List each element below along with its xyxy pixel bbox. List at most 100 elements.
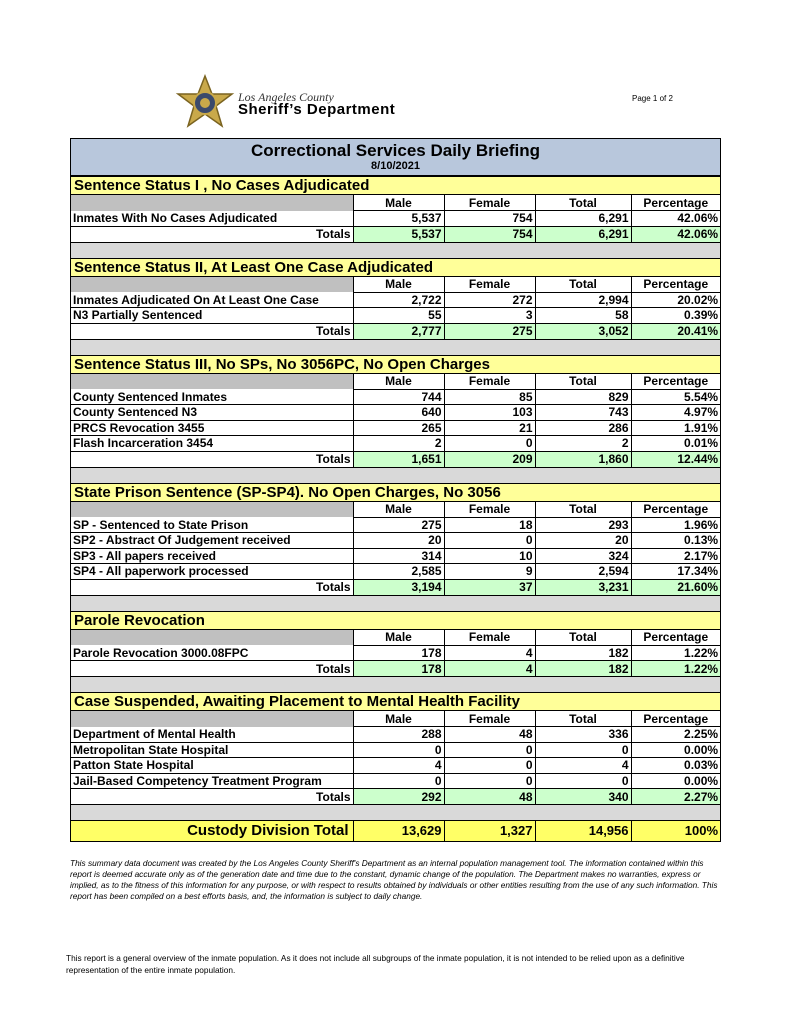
spacer-row — [71, 595, 721, 611]
value-cell: 209 — [443, 451, 535, 468]
title-band: Correctional Services Daily Briefing 8/1… — [71, 139, 720, 176]
column-header: Female — [443, 629, 535, 646]
value-cell: 85 — [443, 389, 535, 405]
value-cell: 103 — [443, 404, 535, 421]
row-label: County Sentenced Inmates — [71, 389, 353, 405]
totals-label: Totals — [71, 323, 353, 340]
row-label: Parole Revocation 3000.08FPC — [71, 645, 353, 661]
column-header-row: Male Female Total Percentage — [71, 501, 721, 518]
spacer — [71, 467, 721, 483]
section-header: Case Suspended, Awaiting Placement to Me… — [71, 692, 721, 711]
value-cell: 340 — [534, 788, 631, 805]
value-cell: 324 — [534, 548, 631, 564]
value-cell: 12.44% — [630, 451, 721, 468]
column-header-row: Male Female Total Percentage — [71, 373, 721, 390]
value-cell: 4 — [534, 757, 631, 774]
value-cell: 2,594 — [534, 563, 631, 580]
grand-total-row: Custody Division Total 13,629 1,327 14,956 1… — [71, 820, 721, 841]
briefing-table: Correctional Services Daily Briefing 8/1… — [70, 138, 721, 842]
value-cell: 2,722 — [352, 292, 444, 308]
column-header: Male — [352, 373, 444, 390]
row-label: SP - Sentenced to State Prison — [71, 517, 353, 533]
totals-row: Totals 5,537 754 6,291 42.06% — [71, 226, 721, 243]
row-label: Inmates With No Cases Adjudicated — [71, 210, 353, 227]
value-cell: 265 — [352, 420, 444, 436]
data-row: SP4 - All paperwork processed 2,585 9 2,594… — [71, 563, 721, 580]
value-cell: 2,585 — [352, 563, 444, 580]
value-cell: 0 — [443, 757, 535, 774]
row-label: Jail-Based Competency Treatment Program — [71, 773, 353, 789]
value-cell: 4 — [352, 757, 444, 774]
value-cell: 314 — [352, 548, 444, 564]
column-header: Total — [534, 629, 631, 646]
column-header: Male — [352, 276, 444, 293]
row-label: PRCS Revocation 3455 — [71, 420, 353, 436]
value-cell: 5,537 — [352, 226, 444, 243]
spacer — [71, 595, 721, 611]
value-cell: 5.54% — [630, 389, 721, 405]
value-cell: 0.13% — [630, 532, 721, 549]
value-cell: 20 — [534, 532, 631, 549]
data-row: SP - Sentenced to State Prison 275 18 293 1.… — [71, 517, 721, 533]
value-cell: 743 — [534, 404, 631, 421]
column-header: Male — [352, 194, 444, 211]
value-cell: 13,629 — [352, 820, 444, 841]
value-cell: 754 — [443, 226, 535, 243]
totals-row: Totals 2,777 275 3,052 20.41% — [71, 323, 721, 340]
value-cell: 275 — [443, 323, 535, 340]
column-header: Male — [352, 710, 444, 727]
data-row: Inmates Adjudicated On At Least One Case… — [71, 292, 721, 308]
column-header: Percentage — [630, 373, 721, 390]
value-cell: 288 — [352, 726, 444, 743]
value-cell: 1.22% — [630, 660, 721, 677]
column-header: Male — [352, 629, 444, 646]
data-row: Patton State Hospital 4 0 4 0.03% — [71, 757, 721, 774]
value-cell: 0 — [534, 773, 631, 789]
column-header: Female — [443, 276, 535, 293]
section-title: Sentence Status I , No Cases Adjudicated — [71, 176, 721, 195]
data-row: SP2 - Abstract Of Judgement received 20 0 2… — [71, 532, 721, 549]
report-title: Correctional Services Daily Briefing — [250, 141, 541, 160]
value-cell: 20 — [352, 532, 444, 549]
value-cell: 275 — [352, 517, 444, 533]
value-cell: 100% — [630, 820, 721, 841]
value-cell: 829 — [534, 389, 631, 405]
value-cell: 1,327 — [443, 820, 535, 841]
org-line-2: Sheriff’s Department — [238, 101, 396, 118]
value-cell: 182 — [534, 645, 631, 661]
value-cell: 0 — [352, 742, 444, 758]
value-cell: 42.06% — [630, 226, 721, 243]
value-cell: 4.97% — [630, 404, 721, 421]
spacer-row — [71, 242, 721, 258]
sheriff-badge — [175, 74, 235, 128]
totals-label: Totals — [71, 226, 353, 243]
column-header: Total — [534, 501, 631, 518]
column-header: Female — [443, 373, 535, 390]
value-cell: 1.96% — [630, 517, 721, 533]
header-blank — [71, 501, 353, 517]
spacer-row — [71, 339, 721, 355]
value-cell: 2,777 — [352, 323, 444, 340]
spacer — [71, 676, 721, 693]
column-header: Percentage — [630, 276, 721, 293]
value-cell: 2 — [352, 435, 444, 452]
value-cell: 48 — [443, 726, 535, 743]
column-header: Total — [534, 194, 631, 211]
value-cell: 744 — [352, 389, 444, 405]
value-cell: 3 — [443, 307, 535, 324]
value-cell: 0.39% — [630, 307, 721, 324]
value-cell: 0.01% — [630, 435, 721, 452]
value-cell: 3,194 — [352, 579, 444, 596]
header-blank — [71, 373, 353, 389]
totals-row: Totals 178 4 182 1.22% — [71, 660, 721, 677]
section-title: Sentence Status III, No SPs, No 3056PC, … — [71, 354, 721, 374]
column-header: Percentage — [630, 710, 721, 727]
data-row: County Sentenced Inmates 744 85 829 5.54% — [71, 389, 721, 405]
value-cell: 0 — [443, 742, 535, 758]
value-cell: 2,994 — [534, 292, 631, 308]
value-cell: 1.91% — [630, 420, 721, 436]
header-blank — [71, 710, 353, 727]
value-cell: 3,231 — [534, 579, 631, 596]
row-label: Flash Incarceration 3454 — [71, 435, 353, 452]
data-row: Department of Mental Health 288 48 336 2.25% — [71, 726, 721, 743]
